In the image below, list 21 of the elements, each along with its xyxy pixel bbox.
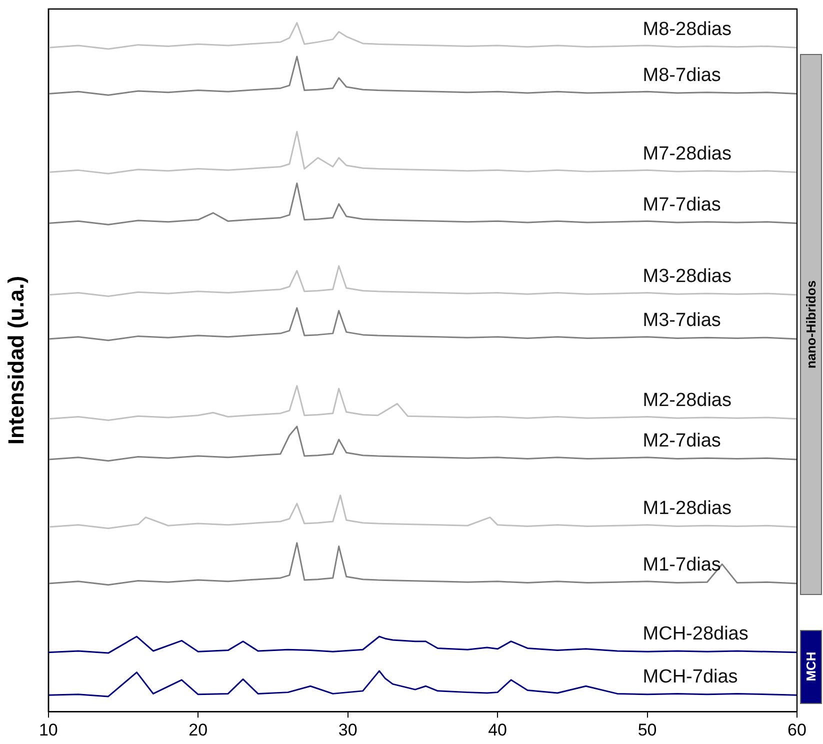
series-label: M2-28dias (642, 390, 732, 412)
series-label: M3-28dias (642, 266, 732, 288)
series-label: MCH-28dias (642, 624, 748, 645)
series-label: MCH-7dias (642, 666, 738, 688)
series-label: M1-7dias (642, 554, 721, 576)
series-label: M7-7dias (642, 194, 721, 216)
series-label: M3-7dias (642, 310, 721, 332)
series-label: M1-28dias (642, 498, 732, 520)
x-tick-label: 30 (338, 720, 358, 740)
text: nano-Hibridos (804, 280, 819, 369)
y-axis-title: Intensidad (u.a.) (3, 276, 28, 445)
x-tick-label: 20 (188, 720, 208, 740)
x-tick-label: 10 (38, 720, 58, 740)
text: MCH (804, 652, 819, 682)
x-tick-label: 60 (788, 720, 806, 740)
series-label: M8-7dias (642, 64, 721, 86)
x-tick-label: 40 (488, 720, 508, 740)
series-label: M8-28dias (642, 18, 732, 40)
series-label: M7-28dias (642, 143, 732, 164)
x-tick-label: 50 (638, 720, 657, 740)
series-label: M2-7dias (642, 430, 721, 452)
